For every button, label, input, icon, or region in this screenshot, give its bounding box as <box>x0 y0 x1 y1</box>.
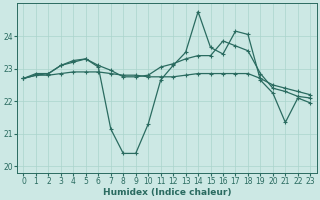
X-axis label: Humidex (Indice chaleur): Humidex (Indice chaleur) <box>103 188 231 197</box>
